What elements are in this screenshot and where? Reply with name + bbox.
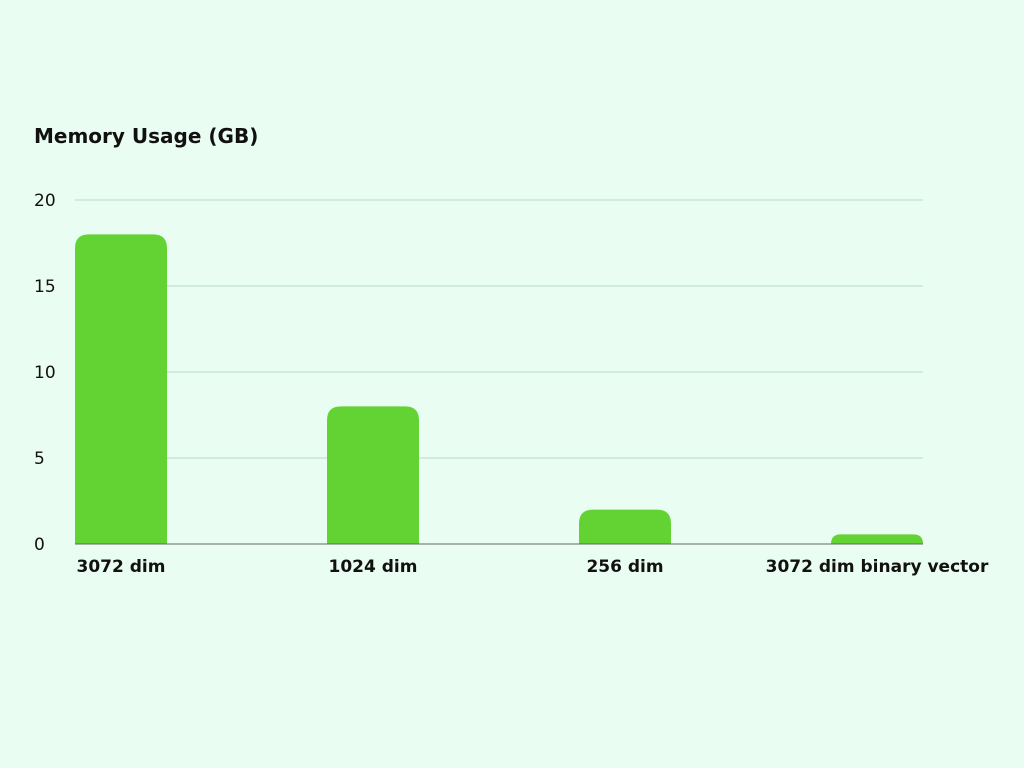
bar [75, 234, 167, 544]
bar [579, 509, 671, 544]
y-tick-label: 5 [34, 449, 45, 469]
y-tick-label: 10 [34, 363, 56, 383]
chart-title: Memory Usage (GB) [34, 124, 259, 148]
y-tick-label: 0 [34, 535, 45, 555]
bar [327, 406, 419, 544]
y-tick-label: 20 [34, 191, 56, 211]
x-tick-label: 3072 dim [77, 557, 166, 577]
y-tick-label: 15 [34, 277, 56, 297]
x-tick-label: 256 dim [586, 557, 663, 577]
x-tick-label: 1024 dim [329, 557, 418, 577]
x-tick-label: 3072 dim binary vector [766, 557, 989, 577]
bar [831, 534, 923, 544]
